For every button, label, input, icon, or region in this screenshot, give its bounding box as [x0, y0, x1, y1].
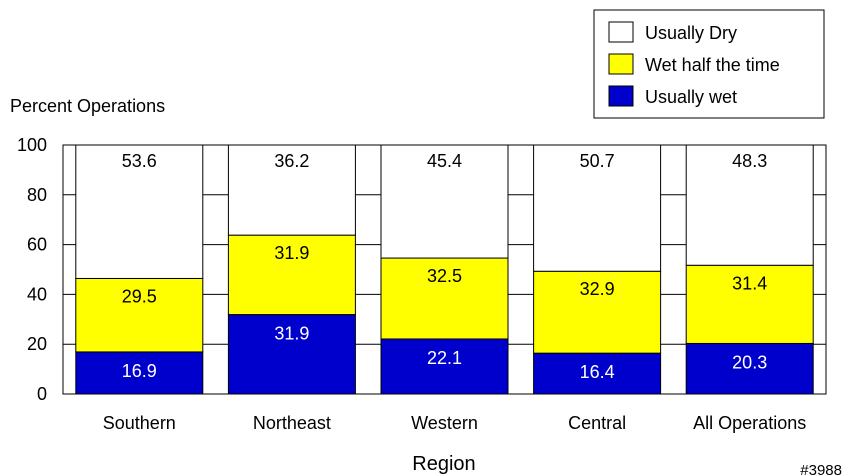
plot-border — [62, 144, 827, 395]
y-tick-label: 0 — [37, 384, 47, 404]
bar-value-label: 31.9 — [274, 243, 309, 263]
legend-label: Usually wet — [645, 87, 737, 107]
bar-value-label: 16.4 — [580, 362, 615, 382]
bar-value-label: 29.5 — [122, 286, 157, 306]
bar-value-label: 32.9 — [580, 279, 615, 299]
bar-value-label: 48.3 — [732, 151, 767, 171]
y-tick-label: 80 — [27, 185, 47, 205]
bar-value-label: 32.5 — [427, 266, 462, 286]
y-tick-label: 20 — [27, 334, 47, 354]
y-axis-title: Percent Operations — [10, 96, 165, 116]
y-tick-label: 40 — [27, 284, 47, 304]
bar-segment — [380, 338, 509, 395]
bar-segment — [685, 144, 814, 266]
bar-value-label: 31.4 — [732, 273, 767, 293]
bar-segment — [533, 270, 662, 354]
bar-segment — [380, 144, 509, 259]
bars: 16.9 29.5 53.6 31.9 31.9 36.2 22.1 32.5 45.4 16.4… — [75, 144, 814, 395]
bar-value-label: 31.9 — [274, 324, 309, 344]
bar-segment — [75, 351, 204, 395]
bar-value-label: 20.3 — [732, 352, 767, 372]
bar-value-label: 50.7 — [580, 151, 615, 171]
bar-segment — [380, 257, 509, 340]
y-tick-label: 60 — [27, 235, 47, 255]
bar-segment — [685, 342, 814, 395]
footnote: #3988 — [800, 462, 842, 475]
bar-segment — [533, 352, 662, 395]
bar-value-label: 45.4 — [427, 151, 462, 171]
bar-value-label: 36.2 — [274, 151, 309, 171]
x-axis-categories: Southern Northeast Western Central All Opera… — [103, 413, 806, 433]
x-category-label: All Operations — [693, 413, 806, 433]
x-category-label: Northeast — [253, 413, 331, 433]
legend: Usually Dry Wet half the time Usually wet — [593, 9, 825, 119]
x-category-label: Central — [568, 413, 626, 433]
x-axis-title: Region — [412, 453, 475, 475]
bar-segment — [685, 264, 814, 344]
bar-value-label: 53.6 — [122, 151, 157, 171]
bar-segment — [533, 144, 662, 272]
legend-label: Wet half the time — [645, 55, 780, 75]
bar-value-label: 16.9 — [122, 361, 157, 381]
y-tick-label: 100 — [17, 135, 47, 155]
plot-frame — [62, 144, 827, 395]
bar-value-label: 22.1 — [427, 348, 462, 368]
legend-swatch — [608, 85, 634, 107]
y-axis-ticks: 0 20 40 60 80 100 — [17, 135, 47, 404]
x-category-label: Southern — [103, 413, 176, 433]
legend-swatch — [608, 21, 634, 43]
legend-label: Usually Dry — [645, 23, 737, 43]
x-category-label: Western — [411, 413, 478, 433]
bar-segment — [75, 277, 204, 353]
legend-swatch — [608, 53, 634, 75]
